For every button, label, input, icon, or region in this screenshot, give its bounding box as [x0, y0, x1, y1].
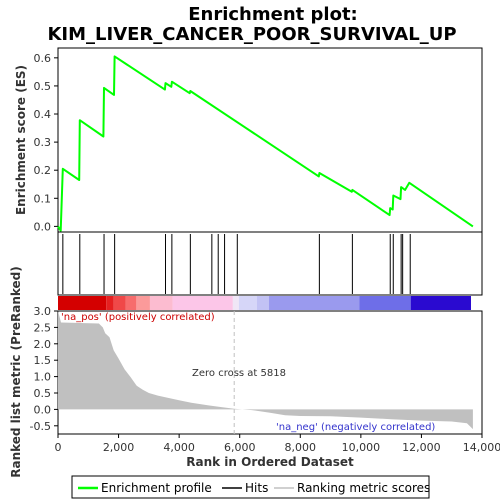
x-tick-label: 4,000	[163, 441, 195, 454]
colorbar-segment	[172, 296, 233, 310]
es-panel: 0.0 0.1 0.2 0.3 0.4 0.5 0.6 Enrichment score (…	[14, 47, 483, 233]
x-tick-label: 2,000	[103, 441, 135, 454]
legend-box	[71, 475, 430, 499]
es-y-tick-label: 0.4	[34, 108, 52, 121]
colorbar-segment	[149, 296, 173, 310]
metric-y-axis-label: Ranked list metric (PreRanked)	[9, 266, 23, 478]
colorbar-segment	[125, 296, 137, 310]
x-tick-label: 8,000	[285, 441, 317, 454]
es-plot-frame	[57, 47, 483, 233]
es-y-tick-label: 0.6	[34, 52, 52, 65]
colorbar-segment	[359, 296, 411, 310]
colorbar-segment	[113, 296, 126, 310]
metric-y-tick-label: 0.0	[34, 403, 52, 416]
colorbar-segment	[232, 296, 239, 310]
legend: Enrichment profile Hits Ranking metric s…	[71, 475, 430, 499]
metric-y-tick-label: 1.5	[34, 354, 52, 367]
hit-markers	[62, 234, 411, 294]
chart-title-line2: KIM_LIVER_CANCER_POOR_SURVIVAL_UP	[47, 24, 456, 45]
x-tick-label: 0	[55, 441, 62, 454]
zero-cross-annotation: Zero cross at 5818	[192, 368, 286, 379]
colorbar-segment	[256, 296, 270, 310]
colorbar-segment	[238, 296, 257, 310]
metric-y-tick-label: 1.0	[34, 371, 52, 384]
metric-y-tick-label: -0.5	[30, 420, 51, 433]
chart-title-line1: Enrichment plot:	[188, 4, 358, 25]
x-tick-label: 14,000	[463, 441, 500, 454]
x-axis-label: Rank in Ordered Dataset	[186, 455, 354, 469]
x-tick-label: 6,000	[224, 441, 256, 454]
x-tick-label: 10,000	[342, 441, 381, 454]
x-axis: 0 2,000 4,000 6,000 8,000 10,000 12,000 14,000	[55, 434, 500, 454]
ranking-colorbar	[58, 296, 471, 310]
colorbar-segment	[136, 296, 150, 310]
es-y-tick-label: 0.0	[34, 220, 52, 233]
legend-label-hits: Hits	[245, 481, 268, 495]
metric-y-tick-label: 3.0	[34, 305, 52, 318]
ranking-metric-area	[58, 311, 473, 430]
legend-label-ranking: Ranking metric scores	[297, 481, 430, 495]
es-y-tick-label: 0.5	[34, 80, 52, 93]
es-y-axis: 0.0 0.1 0.2 0.3 0.4 0.5 0.6	[34, 52, 58, 233]
colorbar-segment	[269, 296, 360, 310]
es-y-tick-label: 0.3	[34, 136, 52, 149]
metric-y-tick-label: 2.0	[34, 338, 52, 351]
metric-y-axis: -0.5 0.0 0.5 1.0 1.5 2.0 2.5 3.0	[30, 305, 58, 433]
colorbar-segment	[410, 296, 471, 310]
enrichment-profile-line	[57, 55, 474, 232]
hits-frame	[57, 231, 483, 296]
metric-y-tick-label: 2.5	[34, 321, 52, 334]
metric-y-tick-label: 0.5	[34, 387, 52, 400]
es-y-tick-label: 0.2	[34, 164, 52, 177]
na-neg-annotation: 'na_neg' (negatively correlated)	[276, 422, 435, 433]
legend-label-enrichment: Enrichment profile	[101, 481, 212, 495]
na-pos-annotation: 'na_pos' (positively correlated)	[61, 312, 215, 323]
colorbar-segment	[58, 296, 107, 310]
es-y-axis-label: Enrichment score (ES)	[14, 65, 28, 215]
colorbar-segment	[106, 296, 114, 310]
x-tick-label: 12,000	[402, 441, 441, 454]
es-y-tick-label: 0.1	[34, 192, 52, 205]
metric-panel: -0.5 0.0 0.5 1.0 1.5 2.0 2.5 3.0 Zero cross at …	[9, 266, 483, 478]
hits-panel	[57, 231, 483, 296]
